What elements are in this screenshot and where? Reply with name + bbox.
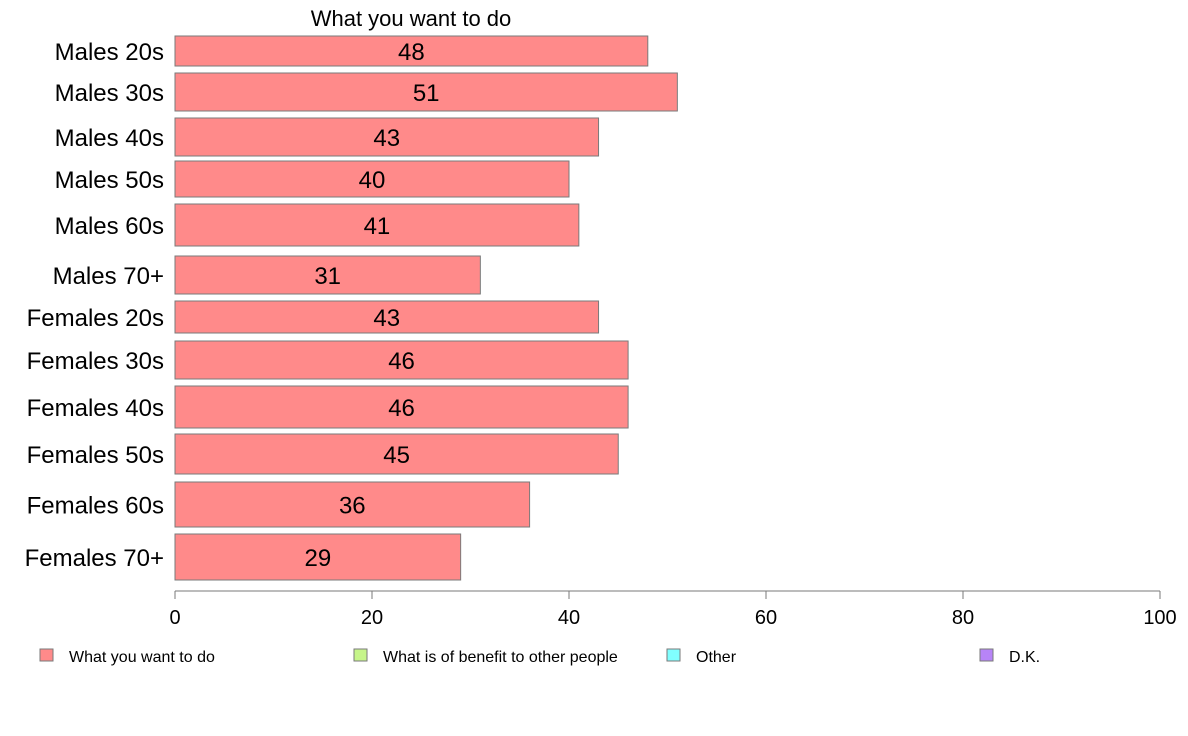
data-label: 43 [373, 125, 400, 152]
legend-entry: D.K. [979, 648, 1040, 666]
data-label: 41 [364, 213, 391, 240]
legend-entry: Other [666, 648, 737, 666]
category-label: Females 20s [27, 305, 164, 332]
legend-swatch [979, 648, 994, 662]
legend-swatch [666, 648, 681, 662]
legend-swatch [353, 648, 368, 662]
category-label: Females 40s [27, 395, 164, 422]
x-tick-label: 60 [755, 607, 777, 629]
legend-entry: What you want to do [39, 648, 215, 666]
data-label: 29 [304, 545, 331, 572]
data-label: 46 [388, 395, 415, 422]
category-label: Males 60s [55, 213, 164, 240]
legend-label: D.K. [1009, 649, 1040, 666]
data-label: 36 [339, 493, 366, 520]
data-label: 40 [359, 167, 386, 194]
category-label: Males 30s [55, 80, 164, 107]
bar [174, 117, 600, 157]
bar [174, 203, 580, 247]
category-label: Females 50s [27, 442, 164, 469]
data-label: 45 [383, 442, 410, 469]
legend: What you want to do What is of benefit to… [39, 648, 1040, 666]
bar [174, 533, 462, 581]
category-label: Females 30s [27, 348, 164, 375]
bar [174, 255, 481, 295]
category-label: Males 70+ [53, 263, 164, 290]
bar [174, 35, 649, 67]
category-label: Females 60s [27, 493, 164, 520]
x-axis: 0 20 40 60 80 100 [169, 590, 1177, 629]
legend-swatch [39, 648, 54, 662]
bar [174, 481, 531, 528]
data-label: 31 [314, 263, 341, 290]
data-label: 43 [373, 305, 400, 332]
legend-label: Other [696, 649, 737, 666]
legend-entry: What is of benefit to other people [353, 648, 618, 666]
legend-label: What is of benefit to other people [383, 649, 618, 666]
bar [174, 300, 600, 334]
x-tick-label: 40 [558, 607, 580, 629]
chart-title: What you want to do [311, 6, 512, 31]
category-label: Males 20s [55, 39, 164, 66]
data-label: 51 [413, 80, 440, 107]
x-tick-label: 100 [1143, 607, 1176, 629]
legend-label: What you want to do [69, 649, 215, 666]
x-tick-label: 80 [952, 607, 974, 629]
bar [174, 433, 619, 475]
x-tick-label: 0 [169, 607, 180, 629]
data-label: 48 [398, 39, 425, 66]
bar [174, 340, 629, 380]
bars-group: 48 Males 20s 51 Males 30s 43 Males 40s 40 Males… [25, 35, 678, 581]
category-label: Males 50s [55, 167, 164, 194]
bar [174, 385, 629, 429]
category-label: Males 40s [55, 125, 164, 152]
bar [174, 160, 570, 198]
data-label: 46 [388, 348, 415, 375]
category-label: Females 70+ [25, 545, 164, 572]
bar [174, 72, 678, 112]
x-tick-label: 20 [361, 607, 383, 629]
